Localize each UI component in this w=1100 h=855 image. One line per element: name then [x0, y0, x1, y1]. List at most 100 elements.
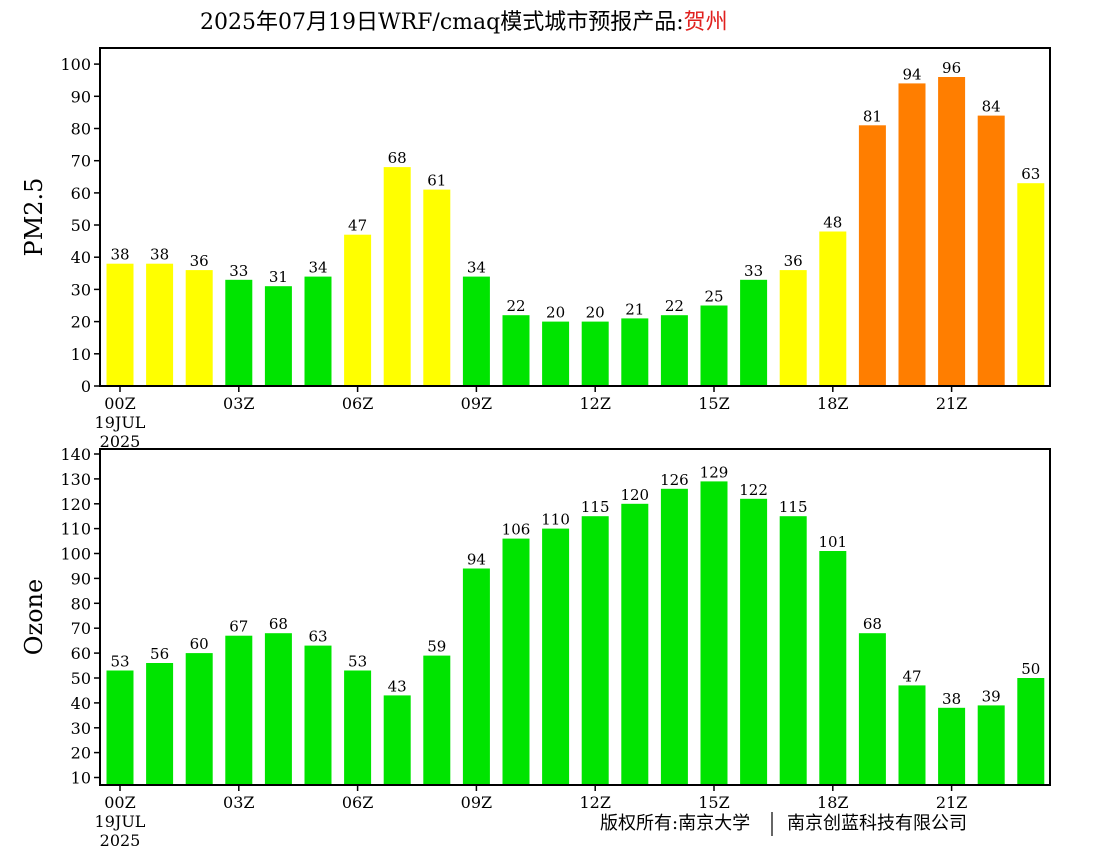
y-tick-label-12: 130: [60, 470, 91, 489]
x-tick-label-2-0: 06Z: [342, 793, 373, 812]
bar-16: [740, 498, 768, 785]
bar-value-label-5: 63: [308, 628, 327, 646]
bar-value-label-4: 68: [269, 615, 288, 633]
x-tick-label-4-0: 12Z: [579, 394, 610, 413]
bar-value-label-22: 39: [982, 687, 1001, 705]
bar-4: [264, 633, 292, 785]
bar-value-label-22: 84: [982, 98, 1001, 116]
bar-10: [502, 315, 530, 386]
title-city: 贺州: [684, 10, 728, 35]
y-tick-label-3: 30: [71, 280, 91, 299]
y-tick-label-10: 110: [60, 520, 91, 539]
bar-14: [660, 315, 688, 386]
bar-value-label-9: 94: [467, 551, 486, 569]
bar-value-label-11: 110: [541, 511, 570, 529]
x-tick-label-7-0: 21Z: [936, 793, 967, 812]
y-tick-label-2: 20: [71, 313, 91, 332]
y-tick-label-13: 140: [60, 445, 91, 464]
bar-value-label-21: 38: [942, 690, 961, 708]
bar-value-label-2: 60: [190, 635, 209, 653]
bar-17: [779, 516, 807, 785]
pm25-panel: 38 38 36 33 31 34 47 68 61 34 22 20 20 21 22 25 33 36 48 81…: [20, 47, 1051, 451]
bar-3: [225, 635, 253, 785]
x-tick-label-4-0: 12Z: [579, 793, 610, 812]
chart-title: 2025年07月19日WRF/cmaq模式城市预报产品:贺州: [200, 10, 728, 35]
bar-value-label-3: 67: [229, 618, 248, 636]
bar-15: [700, 481, 728, 785]
y-tick-label-7: 70: [71, 152, 91, 171]
y-tick-label-8: 90: [71, 569, 91, 588]
y-axis-label: Ozone: [20, 579, 48, 655]
x-tick-label-6-0: 18Z: [817, 793, 848, 812]
y-tick-label-4: 50: [71, 669, 91, 688]
bar-8: [423, 189, 451, 386]
bar-value-label-20: 47: [902, 667, 921, 685]
bar-value-label-11: 20: [546, 304, 565, 322]
x-tick-label-1-0: 03Z: [223, 793, 254, 812]
bar-12: [581, 321, 609, 386]
x-tick-label-0-1: 19JUL: [95, 812, 146, 831]
x-tick-label-3-0: 09Z: [461, 394, 492, 413]
bar-23: [1017, 183, 1045, 386]
x-tick-label-0-0: 00Z: [104, 793, 135, 812]
y-tick-label-11: 120: [60, 495, 91, 514]
copyright-left: 版权所有:南京大学: [600, 813, 750, 834]
bar-12: [581, 516, 609, 785]
bar-value-label-10: 106: [502, 521, 531, 539]
bar-23: [1017, 678, 1045, 785]
y-tick-label-6: 60: [71, 184, 91, 203]
bar-5: [304, 276, 332, 386]
bar-value-label-0: 53: [110, 653, 129, 671]
y-tick-label-6: 70: [71, 619, 91, 638]
bar-1: [146, 663, 174, 785]
bar-11: [542, 321, 570, 386]
y-tick-label-0: 0: [81, 377, 91, 396]
plot-frame: [99, 448, 1051, 786]
y-tick-label-5: 50: [71, 216, 91, 235]
x-tick-label-2-0: 06Z: [342, 394, 373, 413]
y-tick-label-4: 40: [71, 248, 91, 267]
bar-11: [542, 528, 570, 785]
bar-value-label-5: 34: [308, 259, 327, 277]
bar-value-label-23: 50: [1021, 660, 1040, 678]
x-tick-label-0-1: 19JUL: [95, 413, 146, 432]
bar-value-label-15: 129: [700, 463, 729, 481]
bar-value-label-8: 61: [427, 172, 446, 190]
bar-4: [264, 286, 292, 386]
bar-value-label-6: 53: [348, 653, 367, 671]
x-tick-label-3-0: 09Z: [461, 793, 492, 812]
bar-value-label-7: 68: [388, 149, 407, 167]
y-tick-label-1: 10: [71, 345, 91, 364]
bar-value-label-12: 20: [586, 304, 605, 322]
bar-16: [740, 279, 768, 386]
bar-value-label-17: 115: [779, 498, 808, 516]
x-tick-label-0-0: 00Z: [104, 394, 135, 413]
x-tick-label-0-2: 2025: [100, 432, 141, 451]
y-tick-label-8: 80: [71, 120, 91, 139]
bar-13: [621, 503, 649, 785]
bar-8: [423, 655, 451, 785]
bar-value-label-17: 36: [784, 252, 803, 270]
y-axis-label: PM2.5: [20, 178, 48, 257]
x-tick-label-0-2: 2025: [100, 831, 141, 850]
y-tick-label-5: 60: [71, 644, 91, 663]
bar-5: [304, 645, 332, 785]
bar-value-label-14: 126: [660, 471, 689, 489]
bar-20: [898, 685, 926, 785]
bar-value-label-14: 22: [665, 297, 684, 315]
bar-value-label-8: 59: [427, 638, 446, 656]
bar-1: [146, 263, 174, 386]
bar-19: [858, 125, 886, 387]
bar-21: [938, 77, 966, 386]
bar-18: [819, 551, 847, 785]
bar-value-label-7: 43: [388, 677, 407, 695]
y-tick-label-3: 40: [71, 694, 91, 713]
bar-value-label-6: 47: [348, 217, 367, 235]
bar-13: [621, 318, 649, 386]
bar-22: [977, 115, 1005, 386]
bar-2: [185, 270, 213, 386]
bar-22: [977, 705, 1005, 785]
bar-9: [462, 276, 490, 386]
